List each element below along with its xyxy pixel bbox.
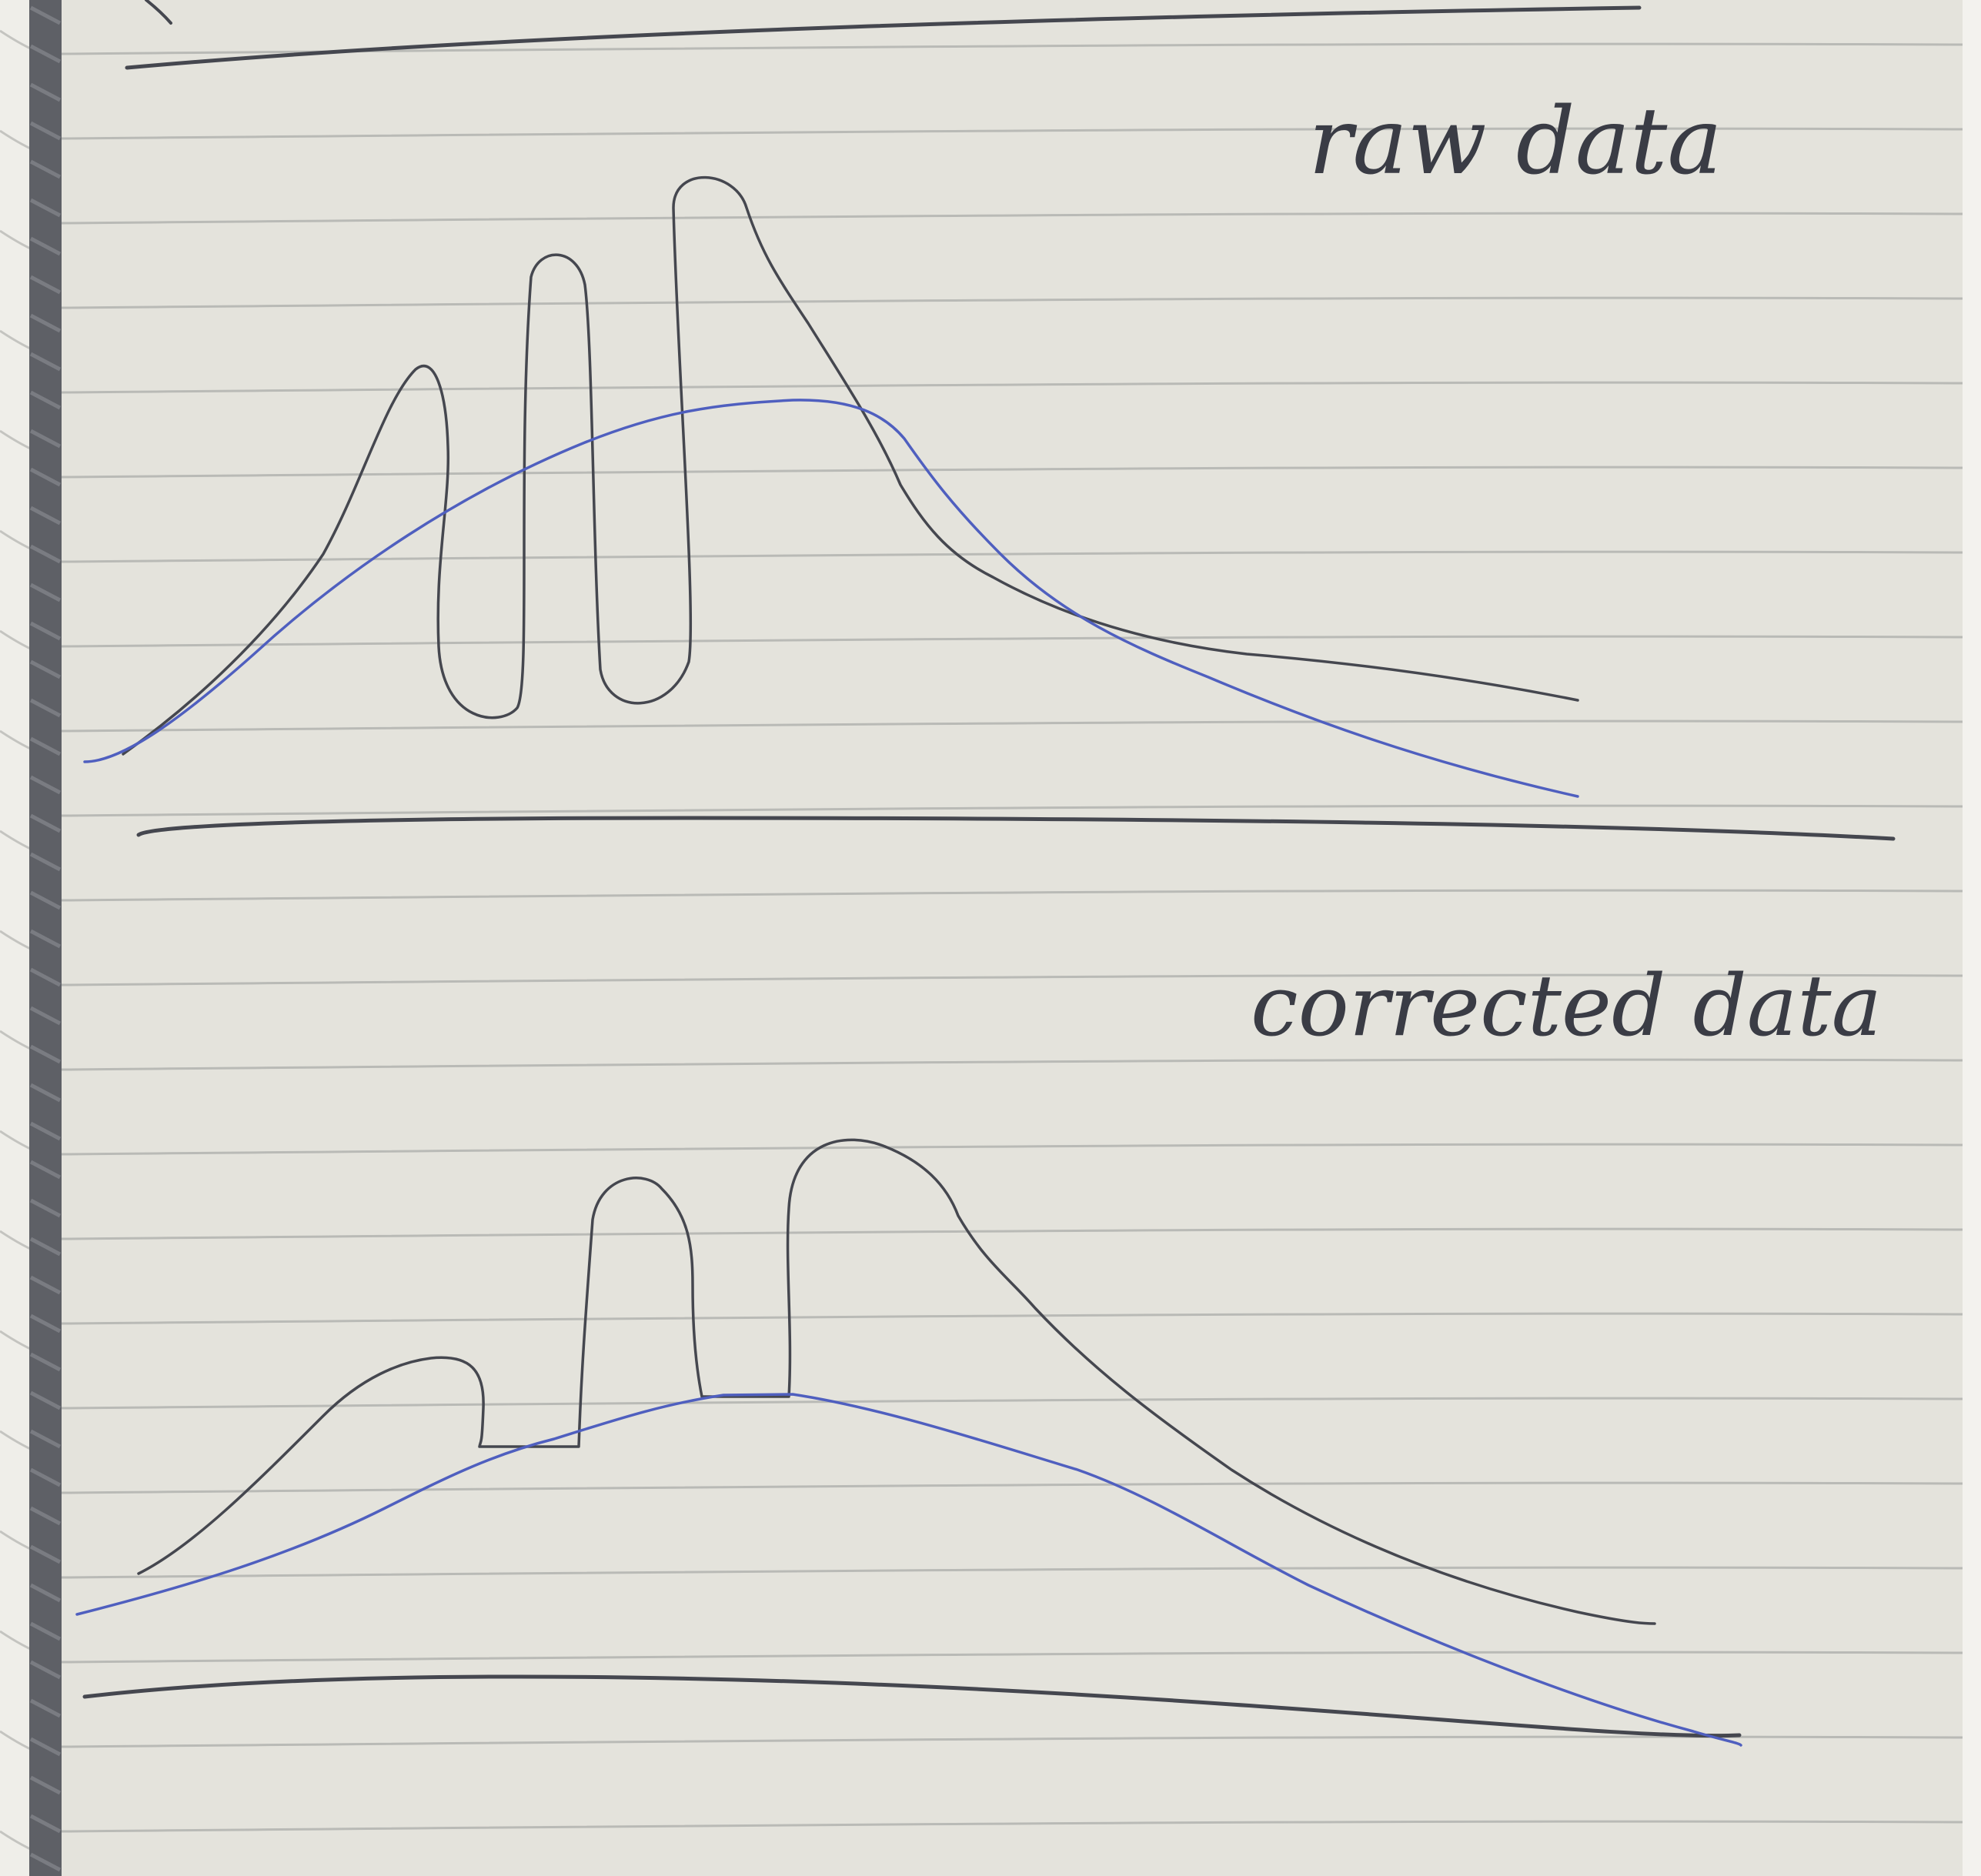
ruled-line	[61, 381, 1963, 394]
ruled-line	[61, 1058, 1963, 1071]
ruled-line	[61, 635, 1963, 648]
ruled-lines	[61, 42, 1963, 1833]
ruled-line	[61, 973, 1963, 986]
raw-fit-curve	[83, 399, 1579, 798]
ruled-line	[61, 889, 1963, 902]
raw-baseline	[136, 816, 1896, 841]
sketch-raw-data	[83, 0, 1896, 841]
corrected-curve	[137, 1138, 1656, 1625]
label-corrected-data: corrected data	[1251, 956, 1882, 1055]
corrected-fit-curve	[75, 1393, 1742, 1747]
sketch-corrected-data	[75, 1138, 1742, 1747]
ruled-line	[61, 1227, 1963, 1240]
ruled-line	[61, 1820, 1963, 1833]
ruled-line	[61, 1481, 1963, 1494]
ruled-line	[61, 212, 1963, 225]
label-raw-data: raw data	[1308, 88, 1722, 195]
top-partial-line	[125, 5, 1642, 70]
ruled-line	[61, 719, 1963, 733]
notebook-page	[62, 0, 1963, 1876]
ruled-line	[61, 1312, 1963, 1325]
top-corner-stroke	[145, 0, 172, 25]
ruled-line	[61, 1566, 1963, 1579]
ruled-line	[61, 1143, 1963, 1156]
corrected-baseline	[82, 1674, 1742, 1738]
ruled-line	[61, 1397, 1963, 1410]
bookmark-cord-texture	[29, 5, 62, 1872]
right-page-edge	[1963, 0, 1981, 1876]
ruled-line	[61, 466, 1963, 479]
ruled-line	[61, 127, 1963, 140]
ruled-line	[61, 804, 1963, 817]
ruled-line	[61, 296, 1963, 309]
ruled-line	[61, 1651, 1963, 1664]
raw-curve	[122, 175, 1579, 756]
ruled-line	[61, 1735, 1963, 1748]
ruled-line	[61, 550, 1963, 563]
